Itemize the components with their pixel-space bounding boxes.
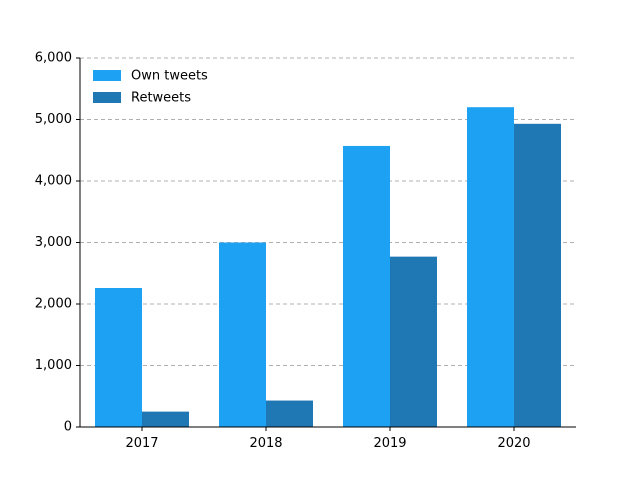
- y-tick-label: 1,000: [35, 358, 72, 373]
- y-tick-label: 0: [64, 420, 72, 435]
- bar-retweets-2017: [142, 411, 189, 427]
- x-tick-label: 2020: [497, 436, 530, 451]
- legend-swatch-retweets: [93, 92, 121, 103]
- x-axis-ticks: 2017 2018 2019 2020: [125, 427, 531, 451]
- bar-own-tweets-2018: [219, 242, 266, 427]
- bar-own-tweets-2020: [467, 107, 514, 427]
- y-axis-ticks: 0 1,000 2,000 3,000 4,000 5,000 6,000: [35, 51, 80, 435]
- bar-own-tweets-2017: [95, 288, 142, 427]
- y-tick-label: 4,000: [35, 174, 72, 189]
- y-tick-label: 2,000: [35, 297, 72, 312]
- bars: [95, 107, 561, 428]
- y-tick-label: 6,000: [35, 51, 72, 66]
- y-tick-label: 3,000: [35, 235, 72, 250]
- bar-retweets-2019: [390, 256, 437, 427]
- bar-own-tweets-2019: [343, 145, 390, 427]
- bar-retweets-2020: [514, 123, 561, 428]
- legend-swatch-own-tweets: [93, 70, 121, 81]
- x-tick-label: 2019: [373, 436, 406, 451]
- y-tick-label: 5,000: [35, 112, 72, 127]
- x-tick-label: 2017: [125, 436, 158, 451]
- bar-retweets-2018: [266, 400, 313, 427]
- x-tick-label: 2018: [249, 436, 282, 451]
- legend-label: Retweets: [131, 91, 191, 106]
- legend-label: Own tweets: [131, 69, 208, 84]
- legend: Own tweets Retweets: [93, 69, 208, 106]
